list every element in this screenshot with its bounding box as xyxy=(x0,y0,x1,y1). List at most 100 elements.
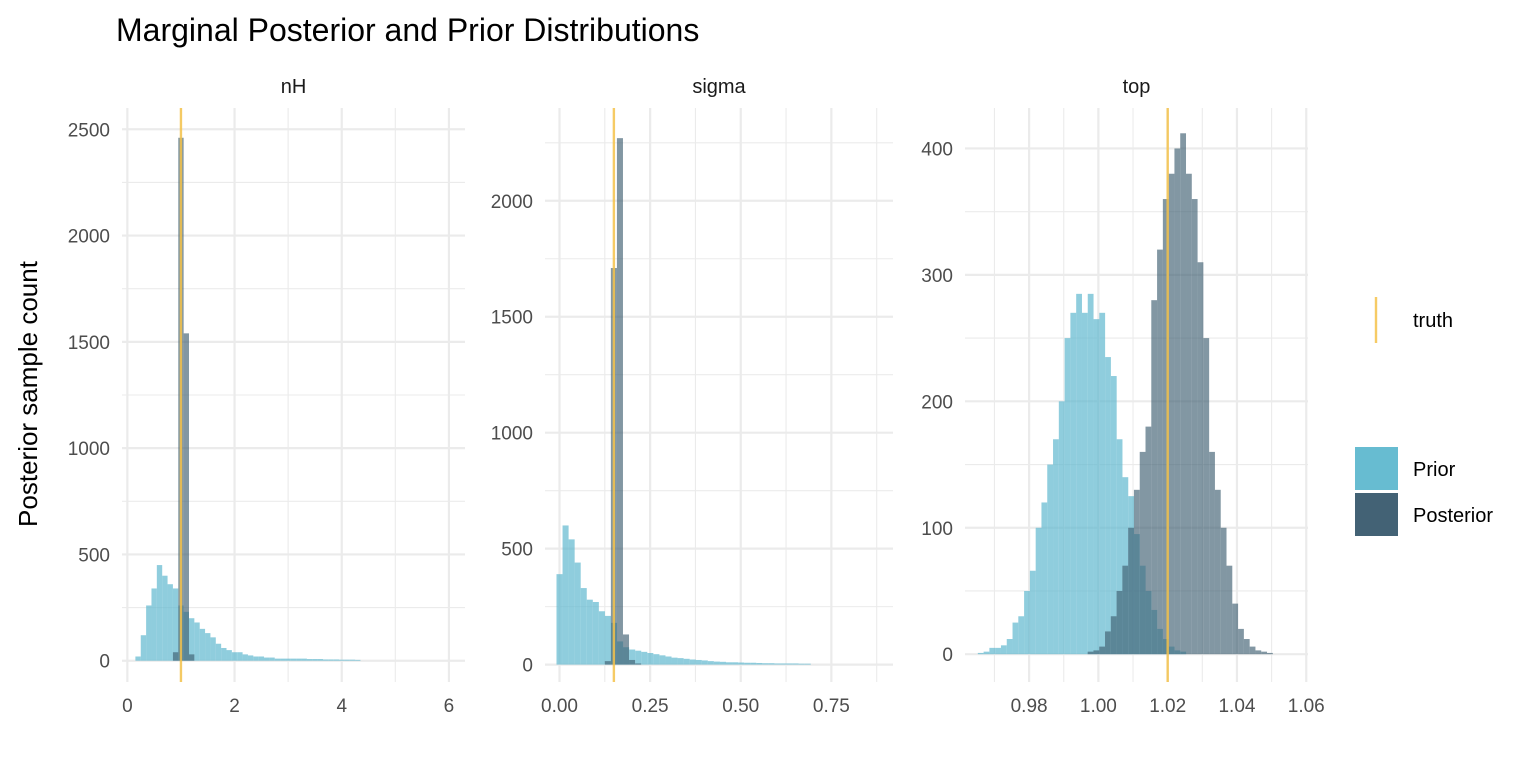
prior-bar xyxy=(653,654,660,665)
prior-bar xyxy=(562,525,569,665)
posterior-bar xyxy=(1145,426,1152,655)
prior-bar xyxy=(290,658,297,661)
posterior-bar xyxy=(1093,650,1100,655)
prior-bar xyxy=(665,656,672,665)
prior-bar xyxy=(1058,401,1065,655)
posterior-bar xyxy=(1139,451,1146,655)
prior-bar xyxy=(215,643,222,661)
prior-bar xyxy=(1000,645,1007,655)
x-tick-label: 2 xyxy=(229,696,240,717)
series-posterior xyxy=(1087,133,1273,655)
prior-bar xyxy=(194,622,200,661)
prior-bar xyxy=(1024,590,1030,655)
prior-bar xyxy=(1041,502,1048,655)
panel-strip-label: top xyxy=(1123,76,1151,98)
y-tick-label: 2000 xyxy=(68,227,110,248)
prior-bar xyxy=(306,659,313,661)
prior-bar xyxy=(317,659,323,661)
panel-strip-label: nH xyxy=(281,76,307,98)
posterior-bar xyxy=(1232,603,1239,655)
prior-bar xyxy=(328,659,334,661)
prior-bar xyxy=(1035,527,1042,655)
prior-bar xyxy=(568,539,575,665)
prior-bar xyxy=(172,588,179,661)
prior-bar xyxy=(210,637,216,661)
prior-bar xyxy=(977,652,984,655)
prior-bar xyxy=(732,662,739,665)
posterior-bar xyxy=(188,654,195,661)
prior-bar xyxy=(659,655,666,665)
posterior-bar xyxy=(635,663,642,665)
posterior-bar xyxy=(1174,148,1181,655)
posterior-bar xyxy=(1099,646,1106,655)
prior-bar xyxy=(242,654,248,661)
x-tick-label: 0 xyxy=(122,696,133,717)
prior-bar xyxy=(677,658,684,665)
y-tick-label: 500 xyxy=(78,545,110,566)
posterior-bar xyxy=(1168,173,1175,655)
prior-bar xyxy=(312,659,318,661)
prior-bar xyxy=(1099,312,1106,655)
y-tick-label: 1500 xyxy=(68,333,110,354)
prior-bar xyxy=(1047,464,1054,655)
prior-bar xyxy=(1093,319,1100,655)
prior-bar xyxy=(156,565,163,661)
prior-bar xyxy=(707,661,714,665)
x-tick-label: 1.00 xyxy=(1080,696,1117,717)
prior-bar xyxy=(725,662,733,665)
gridlines xyxy=(545,108,893,682)
prior-bar xyxy=(574,562,581,665)
prior-bar xyxy=(695,659,702,665)
prior-bar xyxy=(247,655,254,661)
prior-bar xyxy=(792,663,799,665)
y-tick-label: 0 xyxy=(942,645,953,666)
prior-bar xyxy=(1012,622,1019,655)
posterior-bar xyxy=(1243,639,1250,655)
legend-item-posterior: Posterior xyxy=(1355,493,1493,536)
prior-bar xyxy=(140,635,147,661)
prior-bar xyxy=(146,605,152,661)
prior-bar xyxy=(804,663,811,665)
prior-bar xyxy=(151,588,157,661)
prior-bar xyxy=(355,659,361,661)
prior-bar xyxy=(221,647,227,661)
posterior-bar xyxy=(629,659,636,665)
prior-bar xyxy=(162,575,168,661)
prior-bar xyxy=(592,601,599,665)
posterior-bar xyxy=(172,652,179,661)
prior-bar xyxy=(989,647,996,655)
prior-bar xyxy=(1018,616,1025,655)
posterior-bar xyxy=(183,333,189,661)
y-tick-label: 100 xyxy=(921,519,953,540)
legend-truth-label: truth xyxy=(1413,310,1453,332)
posterior-bar xyxy=(1267,652,1273,655)
y-tick-label: 0 xyxy=(99,652,110,673)
prior-bar xyxy=(762,663,769,665)
legend-item-prior: Prior xyxy=(1355,447,1456,490)
prior-bar xyxy=(744,662,751,665)
prior-bar xyxy=(1087,293,1094,655)
prior-bar xyxy=(1116,439,1123,655)
x-tick-label: 1.06 xyxy=(1288,696,1325,717)
prior-bar xyxy=(199,628,206,661)
posterior-bar xyxy=(1157,249,1163,655)
posterior-bar xyxy=(1209,451,1215,655)
prior-bar xyxy=(274,658,281,661)
posterior-bar xyxy=(1116,590,1123,655)
x-tick-label: 0.50 xyxy=(722,696,759,717)
prior-bar xyxy=(580,588,587,665)
y-tick-label: 300 xyxy=(921,266,953,287)
prior-bar xyxy=(1053,439,1059,655)
prior-bar xyxy=(269,657,275,661)
prior-bar xyxy=(188,618,195,661)
prior-bar xyxy=(285,658,291,661)
x-tick-label: 0.98 xyxy=(1011,696,1048,717)
prior-bar xyxy=(798,663,805,665)
prior-bar xyxy=(738,662,745,665)
series-posterior xyxy=(172,137,195,661)
posterior-bar xyxy=(1197,262,1204,655)
posterior-bar xyxy=(1226,565,1233,655)
series-prior xyxy=(135,565,361,661)
prior-bar xyxy=(1105,357,1111,655)
